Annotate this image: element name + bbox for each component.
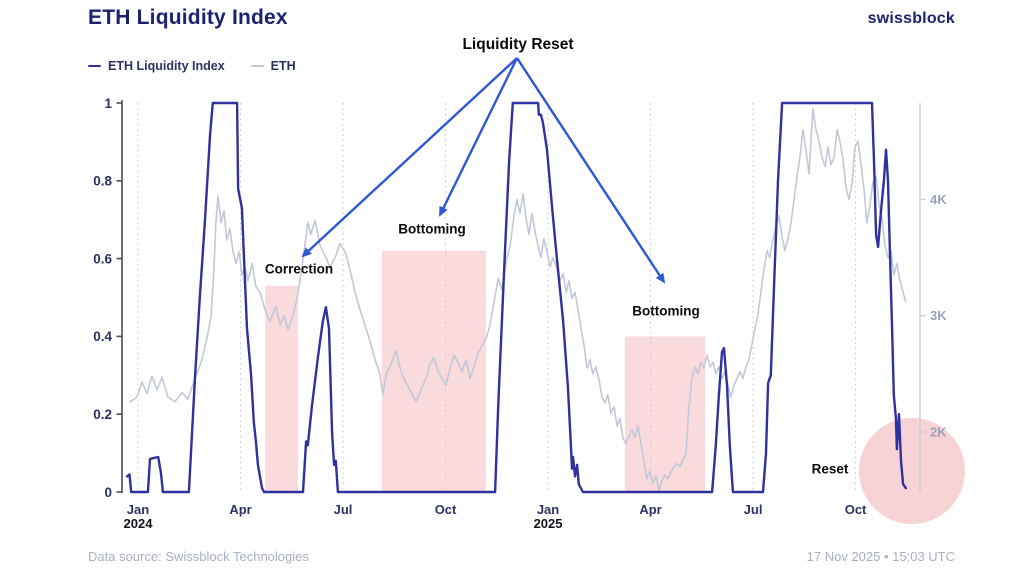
legend-item-eth: ETH xyxy=(250,59,296,73)
left-axis-tick-label: 0.4 xyxy=(93,329,112,344)
annotation-bottoming-2: Bottoming xyxy=(632,303,700,319)
annotation-bottoming-1: Bottoming xyxy=(398,221,466,237)
x-axis-tick-label: Jan xyxy=(127,502,149,517)
x-axis-year-label: 2025 xyxy=(534,516,563,531)
annotation-arrow xyxy=(438,57,519,217)
x-axis-tick-label: Jan xyxy=(537,502,559,517)
brand-logo: swissblock xyxy=(867,10,955,27)
left-axis-tick-label: 0 xyxy=(104,485,112,500)
annotation-reset: Reset xyxy=(811,461,849,477)
timestamp: 17 Nov 2025 • 15:03 UTC xyxy=(806,549,955,564)
right-axis-tick-label: 2K xyxy=(930,425,947,440)
x-axis-tick-label: Apr xyxy=(639,502,661,517)
legend-swatch-liquidity-icon xyxy=(88,64,101,68)
left-axis-tick-label: 0.8 xyxy=(93,174,112,189)
highlight-region xyxy=(381,250,486,492)
x-axis-tick-label: Jul xyxy=(334,502,353,517)
left-axis-tick-label: 1 xyxy=(104,96,112,111)
page-title: ETH Liquidity Index xyxy=(88,6,288,29)
legend-swatch-eth-icon xyxy=(250,64,264,68)
reset-highlight-circle xyxy=(858,417,965,524)
annotation-correction: Correction xyxy=(264,261,334,277)
right-axis-tick-label: 3K xyxy=(930,308,947,323)
annotation-liquidity-reset: Liquidity Reset xyxy=(462,36,574,53)
x-axis-tick-label: Apr xyxy=(229,502,251,517)
legend: ETH Liquidity Index ETH xyxy=(88,59,296,73)
legend-label-liquidity: ETH Liquidity Index xyxy=(108,59,225,73)
annotation-arrow xyxy=(515,57,666,284)
liquidity-index-line xyxy=(125,101,907,494)
annotation-arrow xyxy=(301,57,518,258)
left-axis-tick-label: 0.2 xyxy=(93,407,112,422)
x-axis-tick-label: Oct xyxy=(845,502,867,517)
highlight-region xyxy=(624,336,706,492)
legend-item-liquidity-index: ETH Liquidity Index xyxy=(88,59,225,73)
data-source-note: Data source: Swissblock Technologies xyxy=(88,549,309,564)
x-axis-year-label: 2024 xyxy=(124,516,154,531)
x-axis-tick-label: Oct xyxy=(435,502,457,517)
left-axis-tick-label: 0.6 xyxy=(93,251,112,266)
legend-label-eth: ETH xyxy=(270,59,296,73)
right-axis-tick-label: 4K xyxy=(930,192,947,207)
eth-price-line xyxy=(129,107,907,491)
x-axis-tick-label: Jul xyxy=(744,502,763,517)
